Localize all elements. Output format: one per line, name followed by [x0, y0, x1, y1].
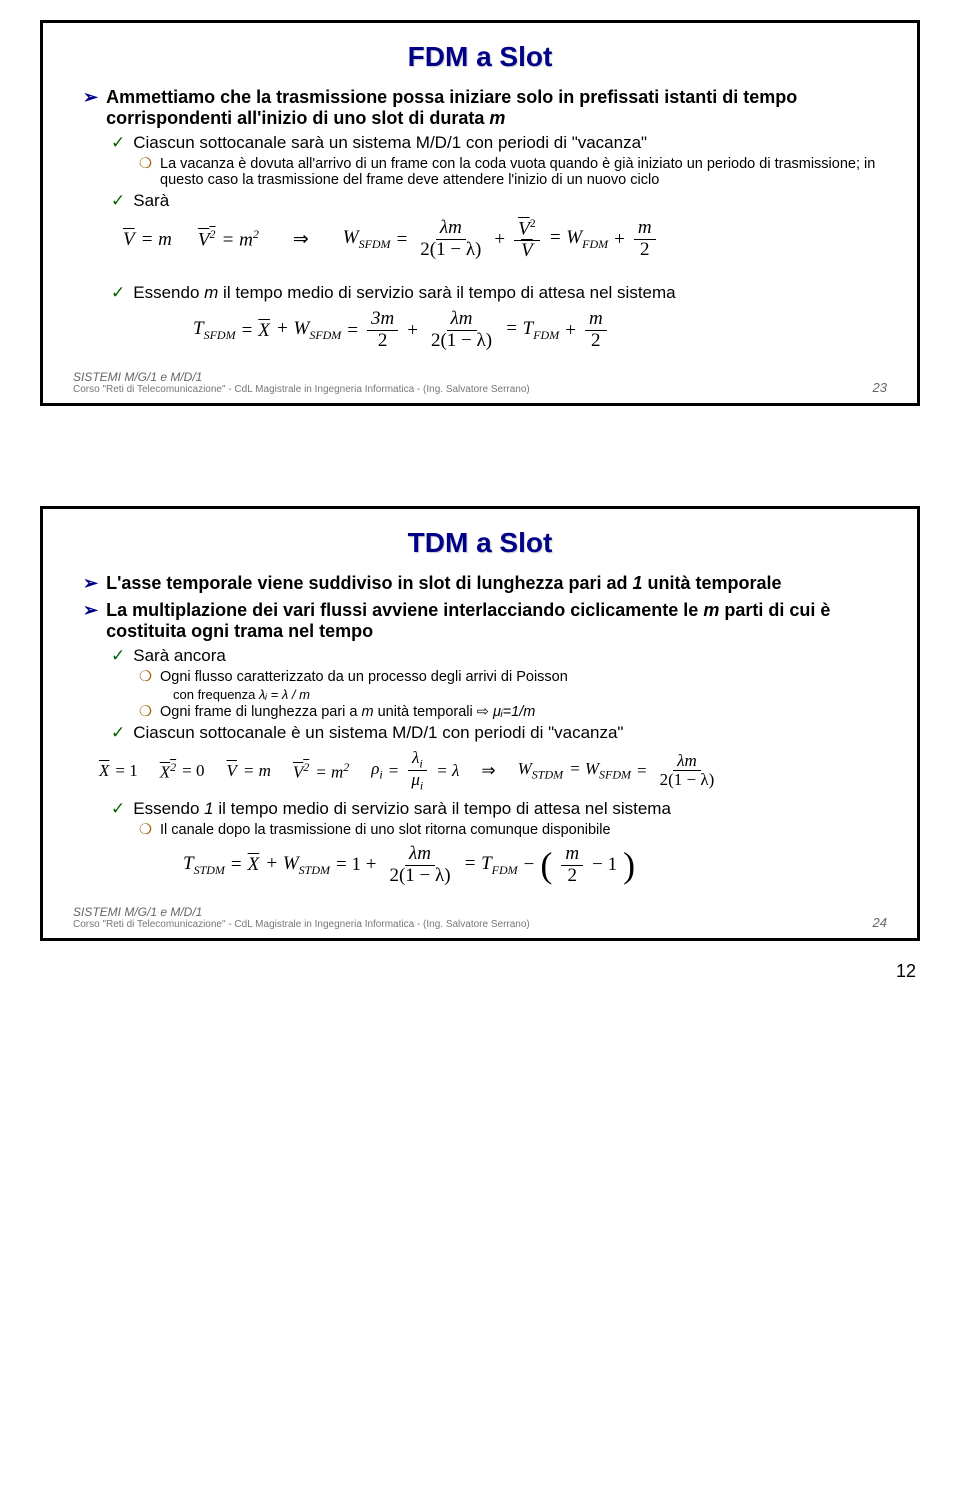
bullet: ❍ Il canale dopo la trasmissione di uno … [139, 822, 887, 838]
slide-tdm: TDM a Slot ➢ L'asse temporale viene sudd… [40, 506, 920, 941]
check-icon: ✓ [111, 723, 125, 743]
page-number: 12 [0, 961, 916, 982]
bullet: ✓ Sarà ancora [111, 646, 887, 666]
bullet-text: Ammettiamo che la trasmissione possa ini… [106, 87, 887, 129]
check-icon: ✓ [111, 133, 125, 153]
equation: X = 1 X2 = 0 V = m V2 = m2 ρi = λi μi = … [99, 749, 887, 793]
circle-icon: ❍ [139, 669, 152, 685]
check-icon: ✓ [111, 646, 125, 666]
slide-fdm: FDM a Slot ➢ Ammettiamo che la trasmissi… [40, 20, 920, 406]
bullet-marker: ➢ [83, 573, 98, 594]
bullet: ✓ Ciascun sottocanale è un sistema M/D/1… [111, 723, 887, 743]
bullet: ❍ Ogni flusso caratterizzato da un proce… [139, 669, 887, 685]
bullet: ✓ Essendo m il tempo medio di servizio s… [111, 283, 887, 303]
bullet: ✓ Essendo 1 il tempo medio di servizio s… [111, 799, 887, 819]
bullet-marker: ➢ [83, 600, 98, 621]
slide-footer: SISTEMI M/G/1 e M/D/1 Corso "Reti di Tel… [73, 905, 887, 930]
check-icon: ✓ [111, 799, 125, 819]
bullet: ✓ Ciascun sottocanale sarà un sistema M/… [111, 133, 887, 153]
bullet: ➢ Ammettiamo che la trasmissione possa i… [83, 87, 887, 129]
bullet: ➢ L'asse temporale viene suddiviso in sl… [83, 573, 887, 594]
bullet: ❍ Ogni frame di lunghezza pari a m unità… [139, 704, 887, 720]
bullet-marker: ➢ [83, 87, 98, 108]
bullet: ✓ Sarà [111, 191, 887, 211]
slide-footer: SISTEMI M/G/1 e M/D/1 Corso "Reti di Tel… [73, 370, 887, 395]
equation: V = m V2 = m2 ⇒ WSFDM = λm 2(1 − λ) + V2… [123, 217, 887, 262]
slide-title: FDM a Slot [73, 41, 887, 73]
bullet: ❍ La vacanza è dovuta all'arrivo di un f… [139, 156, 887, 188]
circle-icon: ❍ [139, 156, 152, 172]
circle-icon: ❍ [139, 704, 152, 720]
slide-title: TDM a Slot [73, 527, 887, 559]
equation: TSFDM = X + WSFDM = 3m 2 + λm 2(1 − λ) =… [193, 309, 887, 352]
bullet: con frequenza λᵢ = λ / m [167, 687, 887, 702]
bullet: ➢ La multiplazione dei vari flussi avvie… [83, 600, 887, 642]
check-icon: ✓ [111, 191, 125, 211]
circle-icon: ❍ [139, 822, 152, 838]
check-icon: ✓ [111, 283, 125, 303]
equation: TSTDM = X + WSTDM = 1 + λm 2(1 − λ) = TF… [183, 844, 887, 887]
